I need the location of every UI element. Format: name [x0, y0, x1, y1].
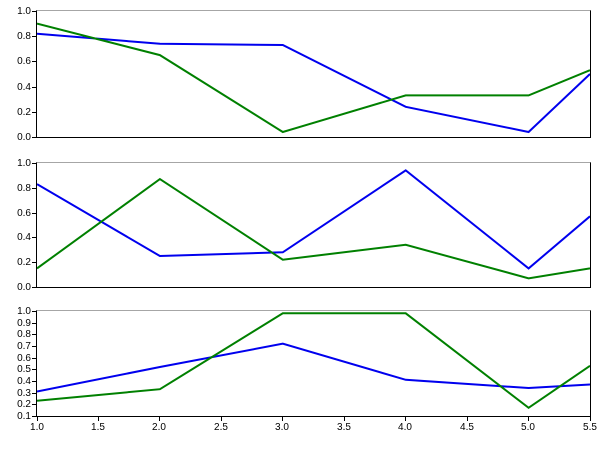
subplot-bottom-y-tick: [32, 311, 36, 312]
subplot-bottom-y-tick-label: 0.6: [17, 353, 31, 364]
subplot-top-y-tick-label: 0.6: [17, 56, 31, 67]
subplot-bottom-canvas: [37, 312, 590, 410]
subplot-bottom-y-tick-label: 0.2: [17, 399, 31, 410]
subplot-middle: [36, 162, 591, 288]
subplot-bottom-x-tick-label: 3.0: [275, 422, 289, 433]
subplot-bottom-y-tick-label: 1.0: [17, 306, 31, 317]
subplot-bottom-y-tick: [32, 323, 36, 324]
subplot-bottom-x-tick: [282, 417, 283, 421]
subplot-bottom-x-tick: [221, 417, 222, 421]
subplot-bottom-y-tick: [32, 346, 36, 347]
subplot-bottom-y-tick-label: 0.8: [17, 329, 31, 340]
subplot-bottom-y-tick-label: 0.7: [17, 341, 31, 352]
subplot-middle-blue-series: [37, 169, 590, 270]
subplot-bottom-x-tick: [528, 417, 529, 421]
subplot-top-y-tick: [32, 87, 36, 88]
subplot-middle-y-tick: [32, 262, 36, 263]
subplot-middle-y-tick: [32, 188, 36, 189]
subplot-top-y-tick-label: 1.0: [17, 6, 31, 17]
subplot-bottom-x-tick-label: 1.5: [91, 422, 105, 433]
subplot-bottom-y-tick-label: 0.9: [17, 318, 31, 329]
subplot-middle-y-tick-label: 0.2: [17, 257, 31, 268]
subplot-top: [36, 10, 591, 138]
subplot-bottom-x-tick-label: 4.0: [398, 422, 412, 433]
subplot-bottom-x-tick-label: 2.0: [152, 422, 166, 433]
subplot-bottom-x-tick: [37, 417, 38, 421]
subplot-bottom-y-tick: [32, 404, 36, 405]
subplot-middle-y-tick: [32, 237, 36, 238]
subplot-middle-y-tick: [32, 287, 36, 288]
subplot-middle-y-tick: [32, 163, 36, 164]
subplot-bottom-x-tick: [405, 417, 406, 421]
subplot-bottom-y-tick: [32, 334, 36, 335]
subplot-middle-y-tick-label: 0.8: [17, 183, 31, 194]
subplot-bottom-x-tick: [590, 417, 591, 421]
subplot-bottom-x-tick: [98, 417, 99, 421]
subplot-bottom-x-tick-label: 3.5: [337, 422, 351, 433]
subplot-middle-y-tick-label: 1.0: [17, 158, 31, 169]
subplot-top-y-tick: [32, 112, 36, 113]
subplot-bottom-y-tick-label: 0.3: [17, 388, 31, 399]
subplot-bottom-x-tick-label: 5.0: [521, 422, 535, 433]
subplot-top-y-tick-label: 0.2: [17, 107, 31, 118]
subplot-top-y-tick-label: 0.0: [17, 132, 31, 143]
subplot-top-green-series: [37, 22, 590, 134]
subplot-bottom-y-tick: [32, 369, 36, 370]
subplot-bottom-y-tick-label: 0.1: [17, 411, 31, 422]
subplot-bottom-green-series: [37, 312, 590, 410]
subplot-bottom-x-tick-label: 5.5: [583, 422, 597, 433]
subplot-bottom-x-tick: [159, 417, 160, 421]
subplot-middle-canvas: [37, 169, 590, 280]
subplot-middle-y-tick-label: 0.4: [17, 232, 31, 243]
subplot-bottom-y-tick-label: 0.4: [17, 376, 31, 387]
subplot-bottom-x-tick-label: 1.0: [30, 422, 44, 433]
subplot-bottom-x-tick-label: 4.5: [460, 422, 474, 433]
subplot-middle-y-tick-label: 0.0: [17, 282, 31, 293]
subplot-top-blue-series: [37, 32, 590, 134]
subplot-top-y-tick-label: 0.8: [17, 31, 31, 42]
subplot-bottom: [36, 310, 591, 417]
subplot-top-y-tick: [32, 137, 36, 138]
subplot-top-y-tick-label: 0.4: [17, 82, 31, 93]
subplot-bottom-blue-series: [37, 342, 590, 393]
subplot-top-y-tick: [32, 36, 36, 37]
subplot-middle-y-tick-label: 0.6: [17, 208, 31, 219]
subplot-bottom-x-tick: [344, 417, 345, 421]
subplot-bottom-y-tick: [32, 393, 36, 394]
subplot-top-canvas: [37, 22, 590, 134]
subplot-bottom-y-tick: [32, 416, 36, 417]
subplot-bottom-y-tick: [32, 358, 36, 359]
subplot-middle-green-series: [37, 177, 590, 280]
subplot-bottom-y-tick: [32, 381, 36, 382]
subplot-top-y-tick: [32, 61, 36, 62]
subplot-middle-y-tick: [32, 213, 36, 214]
subplot-top-y-tick: [32, 11, 36, 12]
subplot-bottom-x-tick-label: 2.5: [214, 422, 228, 433]
subplot-bottom-x-tick: [467, 417, 468, 421]
subplot-bottom-y-tick-label: 0.5: [17, 364, 31, 375]
